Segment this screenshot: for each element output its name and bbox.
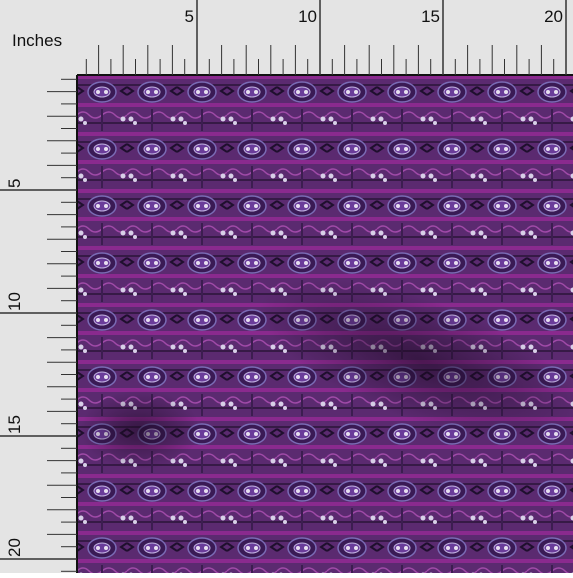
left-ruler-label: 20 <box>5 538 24 557</box>
fabric-fold-shadow <box>80 390 200 470</box>
left-ruler-label: 15 <box>5 415 24 434</box>
left-ruler-label: 10 <box>5 292 24 311</box>
top-ruler-label: 15 <box>421 7 440 26</box>
unit-label: Inches <box>12 31 62 50</box>
left-ruler-label: 5 <box>5 179 24 188</box>
top-ruler-label: 10 <box>298 7 317 26</box>
top-ruler-label: 20 <box>544 7 563 26</box>
ruler-ticks <box>0 0 567 572</box>
fabric-fold-shadow <box>258 279 573 441</box>
top-ruler-label: 5 <box>185 7 194 26</box>
